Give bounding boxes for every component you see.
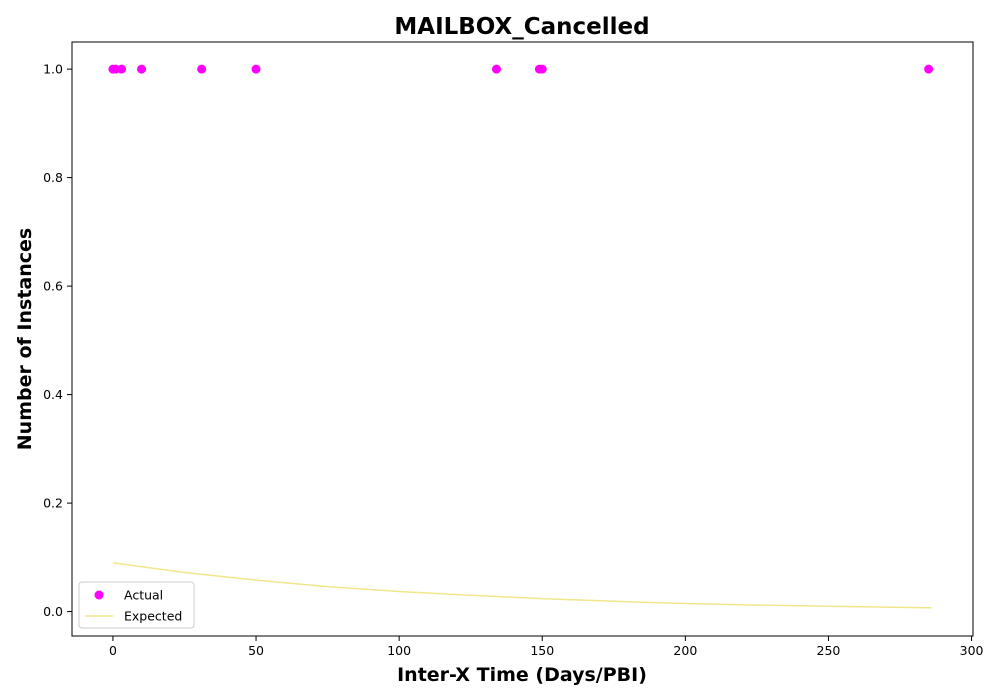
x-tick-label: 250 — [817, 643, 841, 658]
actual-point — [117, 64, 127, 74]
y-axis-label: Number of Instances — [14, 228, 36, 450]
y-tick-label: 0.0 — [43, 604, 63, 619]
y-tick-label: 1.0 — [43, 62, 63, 77]
actual-point — [251, 64, 261, 74]
y-tick-label: 0.2 — [43, 496, 63, 511]
actual-point — [924, 64, 934, 74]
legend-label: Actual — [124, 588, 163, 603]
x-tick-label: 50 — [248, 643, 264, 658]
y-tick-label: 0.8 — [43, 170, 63, 185]
x-tick-label: 0 — [109, 643, 117, 658]
chart-title: MAILBOX_Cancelled — [394, 14, 649, 40]
legend-label: Expected — [124, 609, 182, 624]
x-tick-label: 300 — [960, 643, 984, 658]
y-tick-label: 0.6 — [43, 279, 63, 294]
actual-point — [491, 64, 501, 74]
legend: Actual Expected — [78, 581, 195, 629]
legend-marker-actual — [94, 590, 104, 600]
expected-line — [112, 562, 932, 609]
plot-frame — [71, 41, 974, 637]
actual-point — [537, 64, 547, 74]
actual-point — [197, 64, 207, 74]
x-axis-label: Inter-X Time (Days/PBI) — [397, 664, 647, 686]
y-tick-label: 0.4 — [43, 387, 63, 402]
x-tick-label: 200 — [673, 643, 697, 658]
plot-area: 0 50 100 150 200 250 300 0.0 0.2 0.4 0.6 0.8 1.0 — [43, 41, 984, 658]
x-tick-label: 150 — [530, 643, 554, 658]
x-tick-label: 100 — [387, 643, 411, 658]
actual-point — [137, 64, 147, 74]
